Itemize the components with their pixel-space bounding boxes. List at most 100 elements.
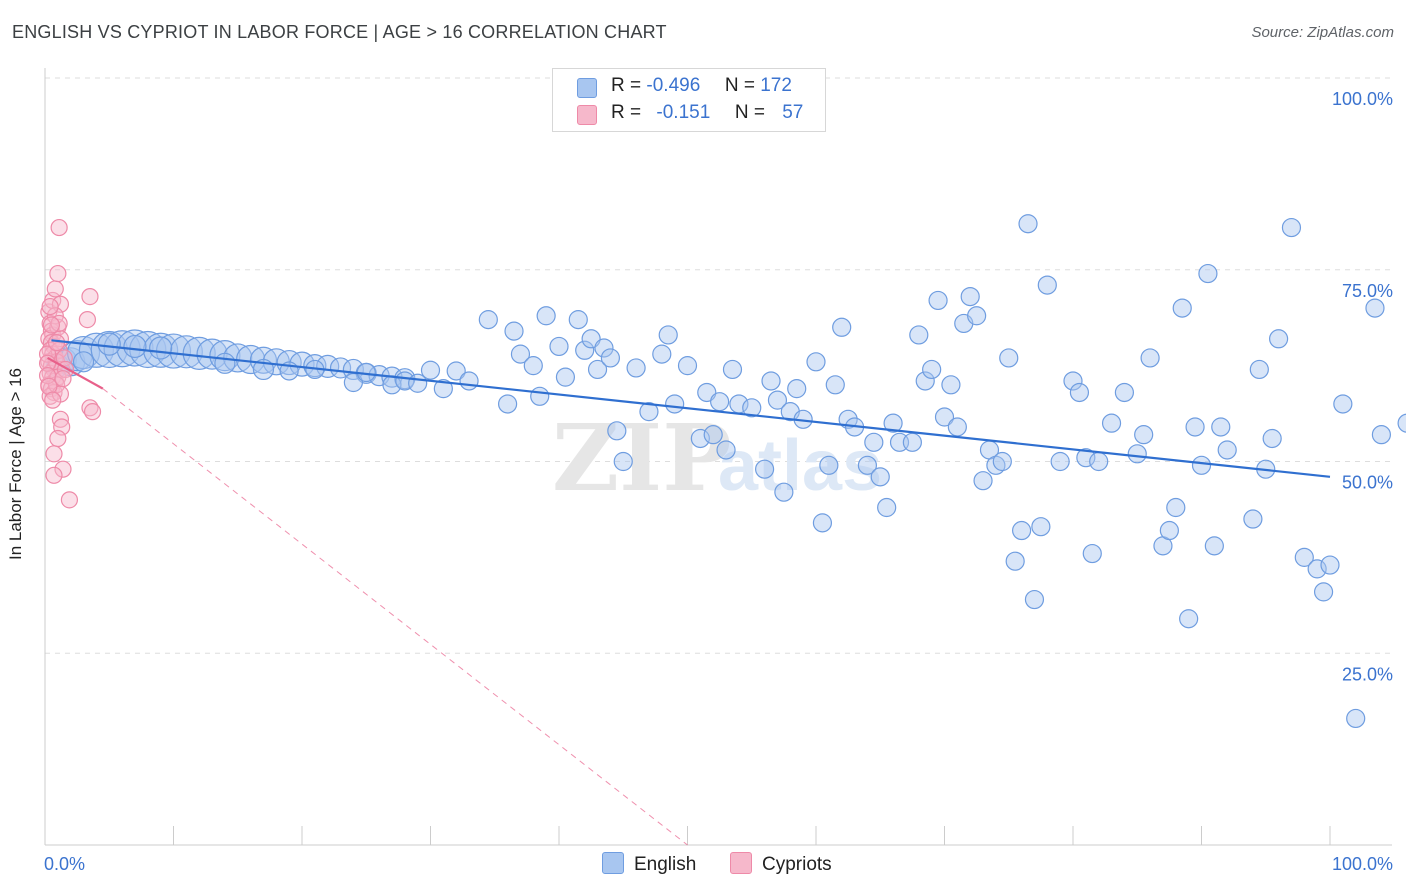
english-point: [922, 359, 942, 380]
cypriot-point: [49, 264, 67, 283]
english-trend-line: [51, 339, 1331, 478]
cypriot-point: [44, 391, 62, 409]
trend-lines: [47, 339, 1331, 846]
english-point: [761, 371, 781, 391]
english-point: [1179, 609, 1199, 629]
english-point: [1346, 708, 1366, 729]
english-point: [504, 321, 524, 341]
english-point: [123, 334, 147, 359]
english-point: [1268, 329, 1289, 349]
english-point: [607, 421, 627, 441]
english-point: [767, 390, 788, 410]
english-point: [1159, 520, 1179, 541]
bottom-cypriot-swatch: [730, 852, 752, 874]
english-point: [806, 352, 826, 372]
cypriot-swatch: [577, 105, 597, 125]
english-point: [1166, 497, 1186, 518]
english-point: [568, 310, 588, 330]
english-point: [1313, 582, 1334, 602]
english-point: [626, 358, 646, 378]
english-point: [613, 451, 633, 472]
english-point: [1172, 298, 1192, 318]
english-point: [1024, 589, 1045, 610]
bottom-legend-cypriots: Cypriots: [730, 852, 832, 878]
english-point: [575, 340, 595, 360]
english-point: [1397, 413, 1406, 433]
english-point: [999, 348, 1019, 368]
x-tick-label-max: 100.0%: [1332, 854, 1393, 874]
english-point: [1211, 417, 1231, 437]
english-point: [510, 344, 531, 364]
cypriot-point: [46, 280, 64, 298]
english-point: [1217, 440, 1237, 460]
english-point: [857, 455, 878, 475]
english-swatch: [577, 78, 597, 98]
english-point: [303, 354, 327, 378]
english-point: [1333, 394, 1353, 414]
english-point: [787, 379, 807, 399]
english-point: [498, 394, 518, 414]
axes: [44, 68, 1392, 846]
english-point: [587, 359, 608, 380]
english-point: [992, 451, 1012, 472]
english-point: [1191, 455, 1212, 475]
stats-legend: R = -0.496 N = 172 R = -0.151 N = 57: [552, 68, 826, 132]
english-point: [536, 306, 556, 326]
cypriot-point: [40, 377, 58, 395]
english-point: [658, 325, 678, 345]
cypriot-point: [50, 218, 68, 237]
english-point: [478, 310, 498, 330]
english-point: [1198, 263, 1218, 284]
english-points: [46, 214, 1406, 729]
english-point: [1011, 520, 1032, 541]
english-point: [1365, 298, 1385, 318]
cypriot-trend-line: [47, 356, 104, 390]
english-point: [1063, 371, 1083, 391]
english-point: [1140, 348, 1160, 368]
english-point: [1134, 425, 1154, 445]
y-tick-label: 25.0%: [1342, 664, 1393, 684]
english-point: [1089, 451, 1109, 472]
english-n-label: N =: [724, 75, 755, 96]
english-r-label: R =: [611, 75, 642, 96]
gridlines: [45, 77, 1392, 654]
english-point: [677, 356, 698, 376]
watermark-atlas: atlas: [718, 426, 882, 506]
english-point: [530, 386, 550, 406]
english-point: [1082, 543, 1102, 564]
english-point: [703, 425, 723, 445]
english-point: [870, 467, 890, 487]
english-point: [722, 359, 743, 380]
english-point: [600, 348, 621, 368]
cypriot-point: [54, 460, 72, 478]
bottom-english-swatch: [602, 852, 624, 874]
english-point: [1204, 536, 1224, 556]
english-point: [967, 306, 987, 326]
english-point: [812, 513, 833, 533]
cypriot-point: [78, 311, 97, 329]
cypriot-points: [38, 218, 102, 509]
cypriot-point: [45, 466, 63, 484]
english-point: [1262, 428, 1282, 449]
english-point: [915, 371, 935, 391]
english-point: [523, 356, 543, 376]
english-point: [973, 471, 993, 491]
english-point: [433, 379, 453, 399]
english-point: [1185, 417, 1205, 437]
cypriot-point: [41, 297, 59, 316]
english-point: [289, 351, 315, 377]
english-point: [909, 325, 929, 345]
english-point: [169, 335, 203, 369]
cypriot-point: [83, 403, 102, 421]
english-point: [1076, 448, 1096, 468]
english-point: [420, 360, 441, 380]
english-point: [665, 394, 685, 414]
cypriot-r-value: -0.151: [656, 102, 711, 123]
cypriot-point: [47, 334, 66, 352]
english-point: [1018, 214, 1038, 234]
tick-labels: 25.0% 50.0% 75.0% 100.0% 0.0% 100.0%: [44, 89, 1393, 874]
cypriot-trend-extension: [102, 388, 688, 846]
english-point: [864, 432, 884, 452]
english-point: [209, 340, 241, 372]
english-point: [902, 432, 922, 452]
